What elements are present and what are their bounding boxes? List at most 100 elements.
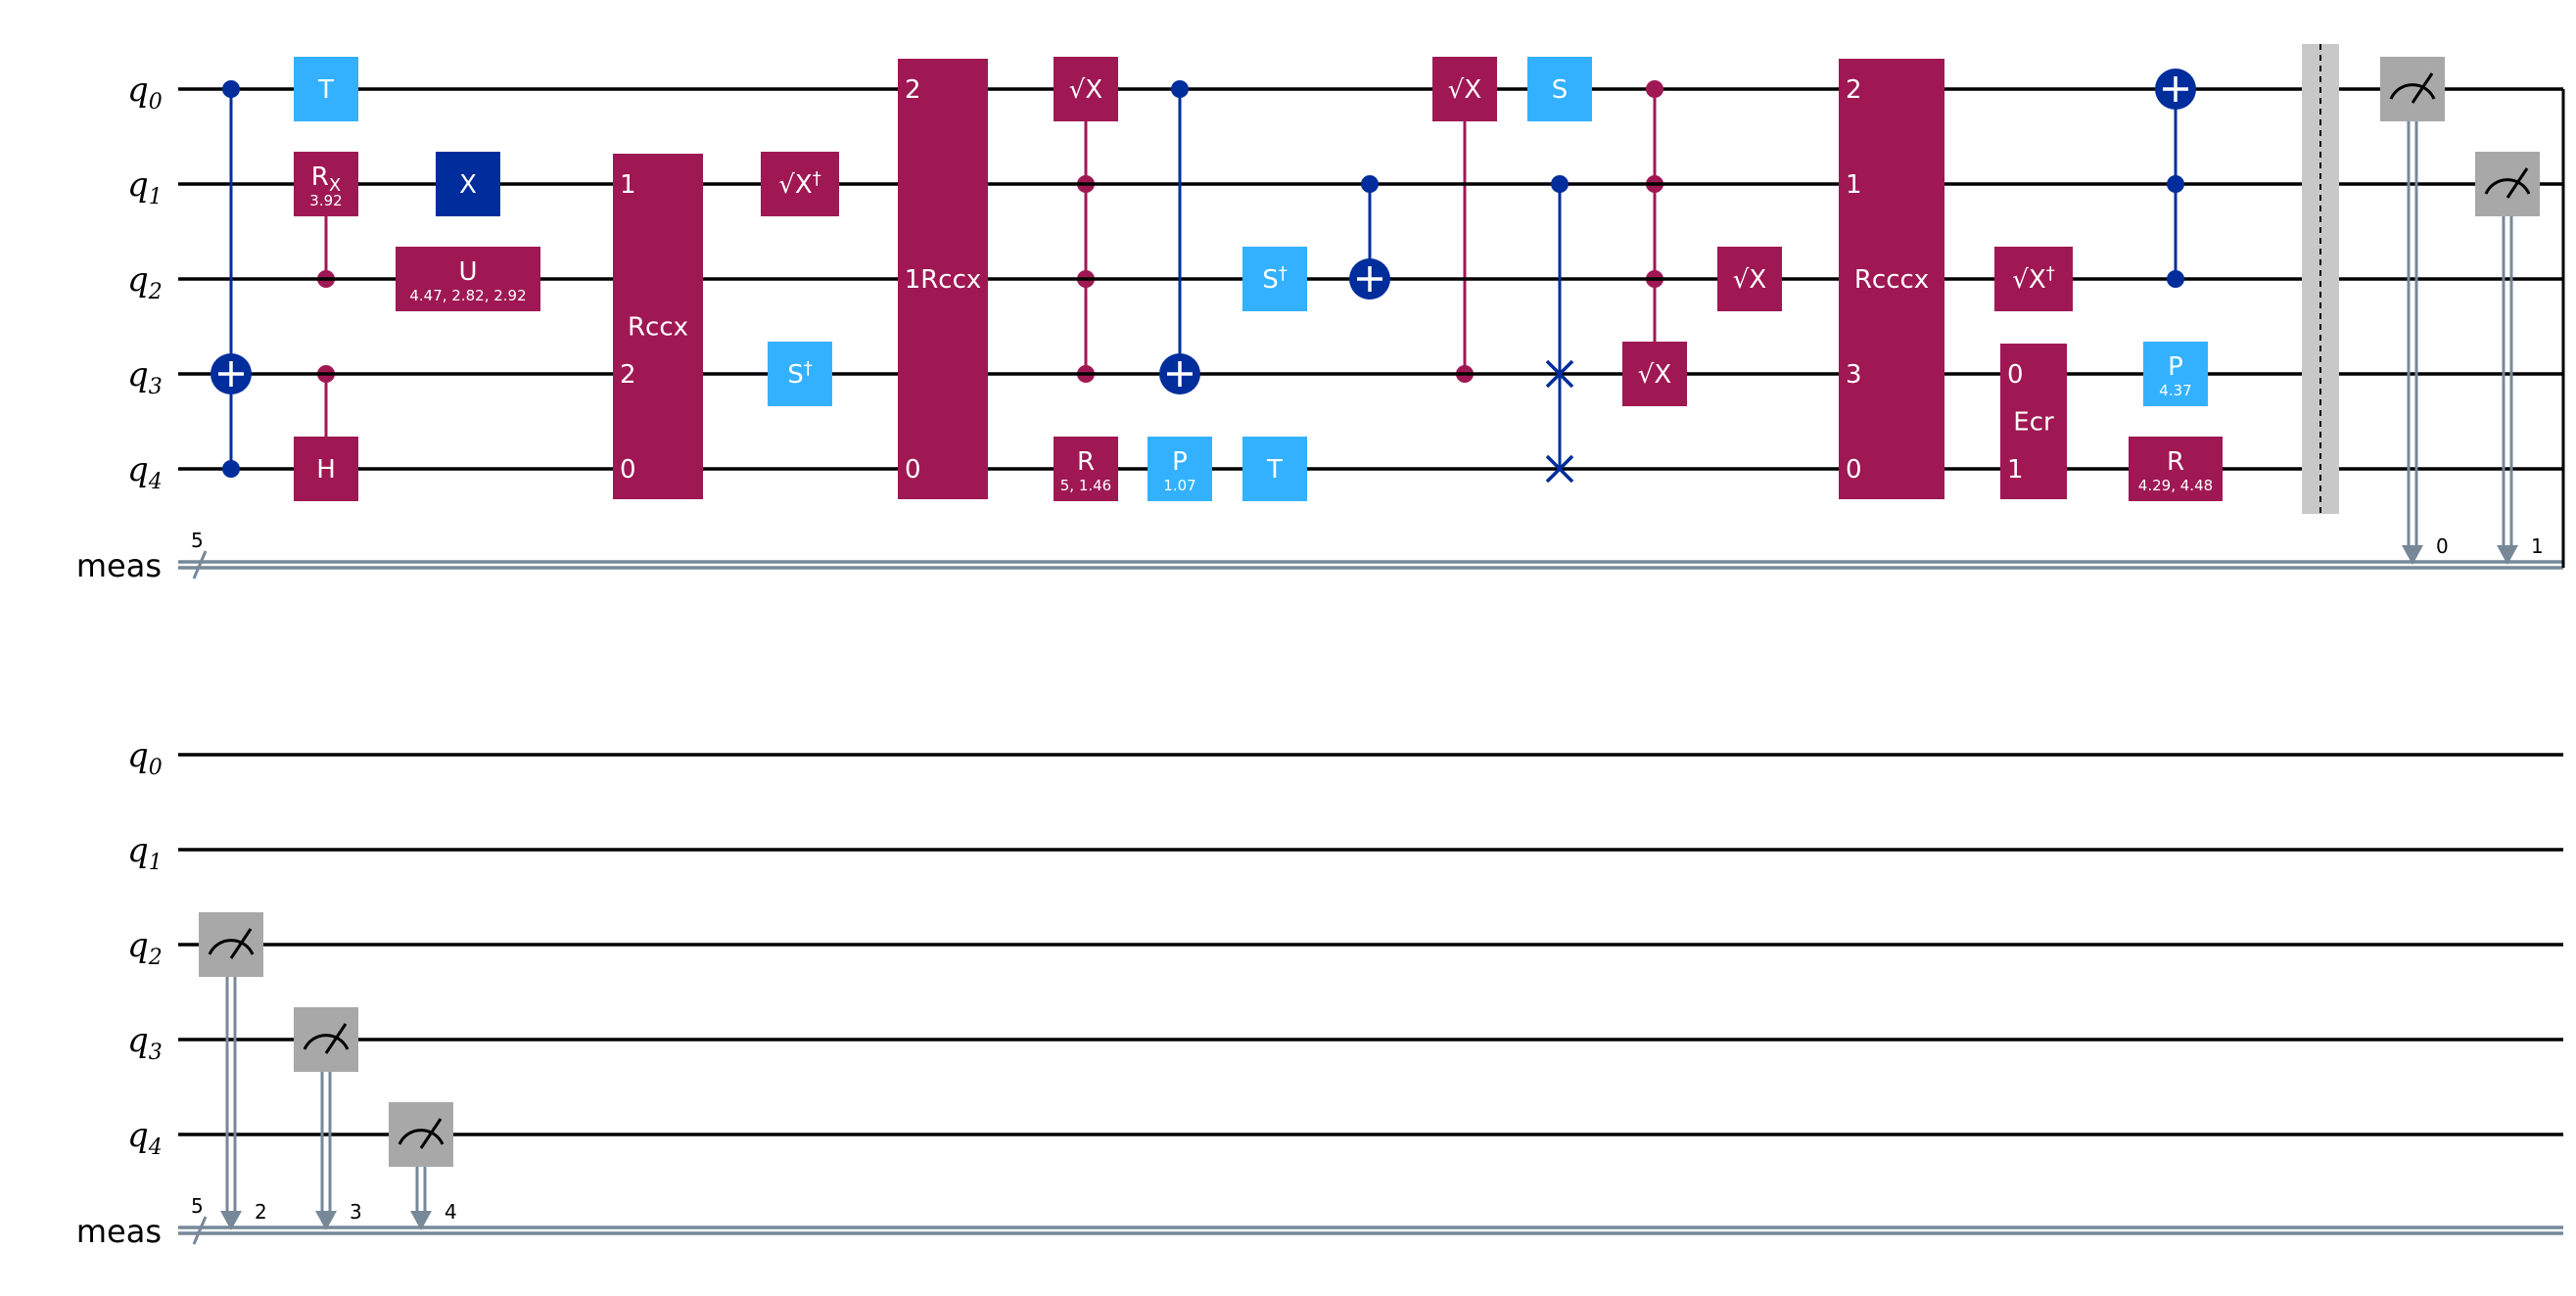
- qubit-label: q2: [127, 260, 163, 304]
- circuit-barrier: [2302, 44, 2339, 514]
- control-dot: [2167, 175, 2184, 193]
- gate-box: [436, 152, 500, 216]
- measure-box: [2475, 152, 2540, 216]
- classical-bit-index: 0: [2436, 534, 2449, 558]
- gate-label: √X†: [2012, 263, 2054, 295]
- meter-icon: [2484, 178, 2531, 195]
- qubit-label: q4: [127, 1116, 163, 1160]
- circuit-gate: √X: [1717, 247, 1782, 311]
- gate-label: √X: [1638, 360, 1671, 390]
- circuit-cx: [211, 80, 252, 478]
- circuit-gate: R5, 1.46: [1054, 437, 1118, 501]
- qubit-label: q1: [127, 831, 163, 875]
- circuit-row-1: q0 q1 q2 q3 q4 meas 5 2 3 4: [76, 736, 2563, 1250]
- measure-box: [389, 1102, 453, 1167]
- circuit-gate: √X: [1622, 342, 1687, 406]
- circuit-gate: S†: [768, 342, 832, 406]
- multi-qubit-gate-box: [1839, 59, 1944, 499]
- gate-box: [1147, 437, 1212, 501]
- classical-bit-index: 4: [445, 1200, 457, 1224]
- classical-register-label: meas: [76, 547, 162, 584]
- qubit-label: q4: [127, 450, 163, 494]
- measure-box: [294, 1007, 358, 1072]
- gate-box: [1717, 247, 1782, 311]
- circuit-row-0: q0 q1 q2 q3 q4 meas 5 T RX3.92 H X U4.47, 2.82, 2.9…: [76, 44, 2565, 584]
- gate-box: [294, 57, 358, 121]
- control-dot: [1361, 175, 1379, 193]
- gate-box: [294, 437, 358, 501]
- gate-parameter: 4.37: [2159, 382, 2191, 399]
- circuit-gate: T: [294, 57, 358, 121]
- classical-bit-index: 2: [255, 1200, 267, 1224]
- meter-icon: [303, 1034, 350, 1050]
- circuit-gate: √X†: [1994, 247, 2073, 311]
- qubit-index-label: 2: [620, 360, 636, 390]
- qubit-index-label: 0: [620, 455, 636, 485]
- gate-parameter: 1.07: [1163, 477, 1195, 494]
- circuit-gate: RX3.92: [294, 152, 358, 216]
- measure-box: [199, 912, 263, 977]
- gate-box: [1242, 437, 1307, 501]
- control-dot: [222, 460, 240, 478]
- control-dot: [2167, 270, 2184, 288]
- meter-icon: [208, 939, 255, 955]
- circuit-measure: 1: [2475, 152, 2544, 565]
- gate-parameter: 4.29, 4.48: [2138, 477, 2213, 494]
- swap-cross: [1545, 454, 1574, 484]
- gate-label: T: [317, 75, 334, 105]
- circuit-cdot: [1646, 80, 1663, 374]
- gate-box: [2143, 342, 2208, 406]
- qubit-index-label: 0: [1846, 455, 1862, 485]
- gate-box: [1622, 342, 1687, 406]
- qubit-index-label: 1: [2007, 455, 2024, 485]
- qubit-index-label: 1: [620, 170, 636, 200]
- circuit-multi: Rccx 1 2 0: [613, 154, 703, 499]
- circuit-gate: R4.29, 4.48: [2129, 437, 2223, 501]
- gate-box: [294, 152, 358, 216]
- circuit-measure: 4: [389, 1102, 457, 1230]
- circuit-cx: [1159, 80, 1200, 394]
- meter-needle: [419, 1118, 443, 1149]
- gate-label: 1Rccx: [905, 265, 982, 295]
- circuit-gate: S†: [1242, 247, 1307, 311]
- classical-bit-index: 3: [350, 1200, 362, 1224]
- gate-box: [761, 152, 839, 216]
- gate-label: R: [2167, 447, 2184, 477]
- circuit-cx: [1349, 175, 1390, 300]
- gate-box: [1994, 247, 2073, 311]
- control-dot: [222, 80, 240, 98]
- gate-box: [1242, 247, 1307, 311]
- control-dot: [1551, 175, 1569, 193]
- circuit-gate: T: [1242, 437, 1307, 501]
- qubit-label: q0: [127, 736, 163, 780]
- gate-label: P: [2168, 352, 2183, 382]
- circuit-gate: √X†: [761, 152, 839, 216]
- gate-label: √X: [1069, 75, 1102, 105]
- classical-bit-index: 1: [2531, 534, 2544, 558]
- circuit-gate: √X: [1054, 57, 1118, 121]
- gate-box: [2129, 437, 2223, 501]
- register-slash: [192, 1216, 208, 1245]
- qubit-label: q3: [127, 1021, 163, 1065]
- gate-label: R: [1077, 447, 1095, 477]
- qubit-label: q0: [127, 70, 163, 115]
- qubit-index-label: 3: [1846, 360, 1862, 390]
- gate-parameter: 3.92: [309, 192, 342, 209]
- swap-cross: [1545, 359, 1574, 389]
- gate-label: H: [316, 455, 336, 485]
- measure-arrow: [315, 1211, 337, 1230]
- gate-label: Rccx: [628, 313, 688, 343]
- gate-label: U: [458, 257, 477, 287]
- qubit-index-label: 0: [2007, 360, 2024, 390]
- qubit-index-label: 1: [1846, 170, 1862, 200]
- meter-icon: [398, 1129, 445, 1145]
- qubit-label: q3: [127, 355, 163, 399]
- control-dot: [1171, 80, 1189, 98]
- circuit-gate: P1.07: [1147, 437, 1212, 501]
- meter-needle: [229, 928, 253, 959]
- circuit-multi: Ecr 0 1: [2000, 344, 2067, 499]
- gate-label: X: [459, 170, 477, 200]
- multi-qubit-gate-box: [898, 59, 988, 499]
- circuit-cdot: [1456, 89, 1474, 383]
